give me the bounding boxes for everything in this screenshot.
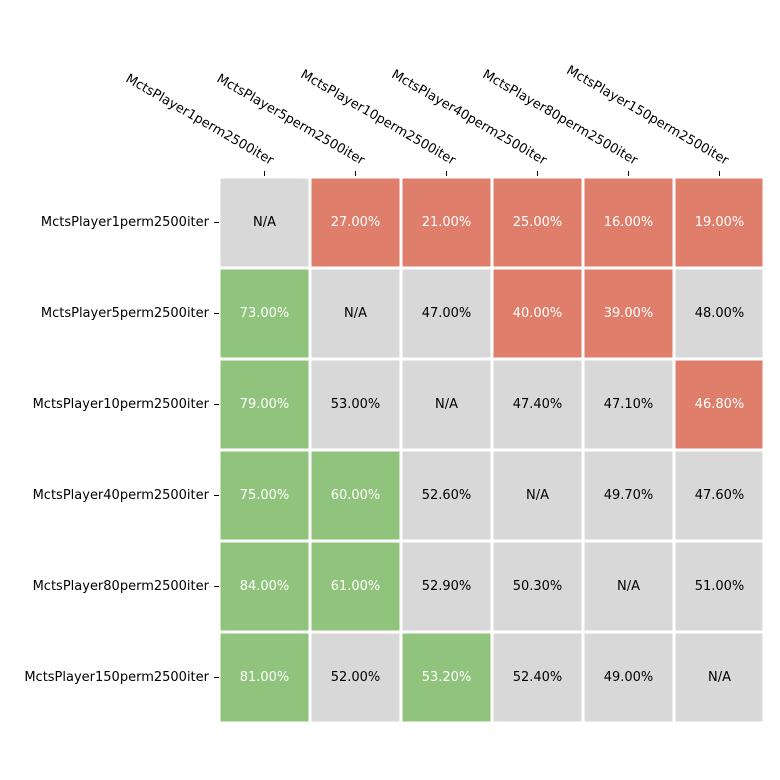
cell-value-label: 73.00% <box>240 306 290 321</box>
cell-value-label: N/A <box>708 670 731 685</box>
heatmap-cell <box>311 633 400 722</box>
row-tick-label: MctsPlayer10perm2500iter <box>33 397 210 412</box>
cell-value-label: 39.00% <box>604 306 654 321</box>
heatmap-cell <box>402 178 491 267</box>
heatmap-cell <box>311 178 400 267</box>
heatmap-cell <box>220 178 309 267</box>
cell-value-label: 21.00% <box>422 215 472 230</box>
cell-value-label: 25.00% <box>513 215 563 230</box>
column-tick-label: MctsPlayer10perm2500iter <box>298 67 459 169</box>
cell-value-label: 49.70% <box>604 488 654 503</box>
heatmap-cell <box>675 269 763 358</box>
heatmap-cell <box>584 633 673 722</box>
cell-value-label: 51.00% <box>695 579 745 594</box>
heatmap-cell <box>402 542 491 631</box>
heatmap-cell <box>220 269 309 358</box>
heatmap-cell <box>584 542 673 631</box>
heatmap-cell <box>220 633 309 722</box>
row-tick-label: MctsPlayer40perm2500iter <box>33 488 210 503</box>
column-tick-label: MctsPlayer1perm2500iter <box>123 71 277 168</box>
row-tick-label: MctsPlayer5perm2500iter <box>41 306 210 321</box>
heatmap-cell <box>675 178 763 267</box>
cell-value-label: 52.40% <box>513 670 563 685</box>
heatmap-cell <box>584 360 673 449</box>
heatmap-cell <box>220 360 309 449</box>
heatmap-edge <box>763 177 765 723</box>
cell-value-label: 40.00% <box>513 306 563 321</box>
heatmap-cell <box>493 542 582 631</box>
cell-value-label: 47.00% <box>422 306 472 321</box>
cell-value-label: 47.60% <box>695 488 745 503</box>
column-tick-label: MctsPlayer150perm2500iter <box>564 63 732 169</box>
column-ticks: MctsPlayer1perm2500iterMctsPlayer5perm25… <box>123 63 732 176</box>
heatmap-cell <box>493 360 582 449</box>
column-tick-label: MctsPlayer40perm2500iter <box>389 67 550 169</box>
cell-value-label: 16.00% <box>604 215 654 230</box>
heatmap-cell <box>311 451 400 540</box>
cell-value-label: 53.20% <box>422 670 472 685</box>
cell-value-label: 27.00% <box>331 215 381 230</box>
cell-value-label: 48.00% <box>695 306 745 321</box>
cell-value-label: 75.00% <box>240 488 290 503</box>
cell-value-label: 46.80% <box>695 397 745 412</box>
heatmap-cell <box>493 269 582 358</box>
cell-value-label: N/A <box>253 215 276 230</box>
heatmap-cell <box>584 451 673 540</box>
heatmap-cell <box>402 360 491 449</box>
heatmap-cell <box>311 269 400 358</box>
column-tick-label: MctsPlayer80perm2500iter <box>480 67 641 169</box>
heatmap-cell <box>675 451 763 540</box>
heatmap-cell <box>402 269 491 358</box>
cell-value-label: 61.00% <box>331 579 381 594</box>
row-tick-label: MctsPlayer80perm2500iter <box>33 579 210 594</box>
cell-value-label: 81.00% <box>240 670 290 685</box>
cell-value-label: 47.10% <box>604 397 654 412</box>
cell-value-label: 19.00% <box>695 215 745 230</box>
heatmap-cell <box>493 451 582 540</box>
cell-value-label: 52.90% <box>422 579 472 594</box>
cell-value-label: N/A <box>344 306 367 321</box>
cell-value-label: 60.00% <box>331 488 381 503</box>
heatmap-cell <box>311 542 400 631</box>
cell-value-label: 52.60% <box>422 488 472 503</box>
heatmap-cells: N/A 27.00% 21.00% 25.00% 16.00% 19.00% 73.00% N… <box>220 177 765 723</box>
heatmap-cell <box>675 360 763 449</box>
heatmap-cell <box>402 633 491 722</box>
column-tick-label: MctsPlayer5perm2500iter <box>214 71 368 168</box>
cell-value-label: 79.00% <box>240 397 290 412</box>
heatmap-cell <box>493 633 582 722</box>
heatmap-cell <box>402 451 491 540</box>
cell-value-label: N/A <box>526 488 549 503</box>
cell-value-label: 52.00% <box>331 670 381 685</box>
heatmap-cell <box>220 451 309 540</box>
heatmap-cell <box>675 542 763 631</box>
heatmap-cell <box>311 360 400 449</box>
heatmap-cell <box>584 178 673 267</box>
cell-value-label: 53.00% <box>331 397 381 412</box>
row-tick-label: MctsPlayer150perm2500iter <box>24 670 209 685</box>
cell-value-label: 50.30% <box>513 579 563 594</box>
cell-value-label: 47.40% <box>513 397 563 412</box>
heatmap-cell <box>493 178 582 267</box>
heatmap-cell <box>220 542 309 631</box>
row-ticks: MctsPlayer1perm2500iter MctsPlayer5perm25… <box>24 215 219 685</box>
row-tick-label: MctsPlayer1perm2500iter <box>41 215 210 230</box>
cell-value-label: N/A <box>435 397 458 412</box>
heatmap-cell <box>584 269 673 358</box>
cell-value-label: 84.00% <box>240 579 290 594</box>
cell-value-label: N/A <box>617 579 640 594</box>
cell-value-label: 49.00% <box>604 670 654 685</box>
heatmap-cell <box>675 633 763 722</box>
